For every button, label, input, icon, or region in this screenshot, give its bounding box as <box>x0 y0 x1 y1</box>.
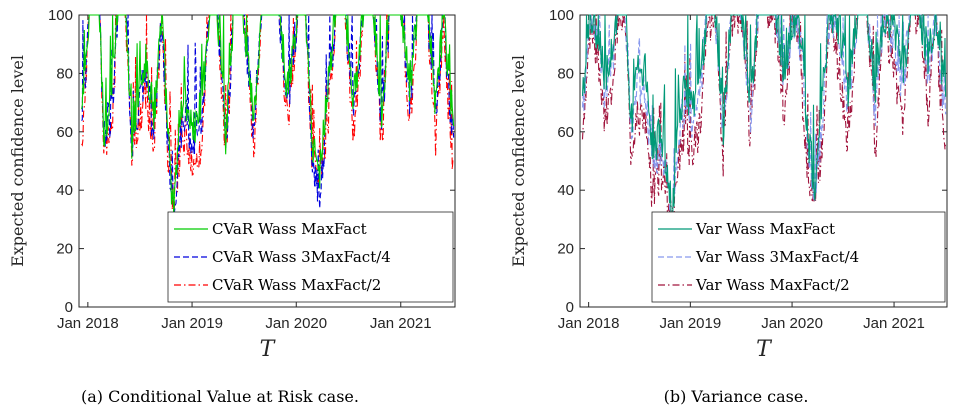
series-group <box>581 14 947 237</box>
x-tick-label: Jan 2018 <box>558 315 620 332</box>
y-tick-label: 100 <box>549 7 574 24</box>
panel-cvar-chart: 0 20 40 60 80 100 Jan 2018 Jan 2019 Jan 2020 Jan … <box>8 7 456 362</box>
legend-label: Var Wass 3MaxFact/4 <box>695 248 859 266</box>
legend-label: Var Wass MaxFact <box>695 220 835 238</box>
y-tick-label: 0 <box>566 299 574 316</box>
x-tick-label: Jan 2021 <box>370 315 432 332</box>
series-line-0 <box>581 14 947 234</box>
series-group <box>81 14 455 220</box>
y-tick-label: 60 <box>56 124 73 141</box>
legend-box <box>167 211 454 303</box>
y-tick-label: 80 <box>557 65 574 82</box>
y-tick-label: 20 <box>56 241 73 258</box>
x-tick-label: Jan 2018 <box>57 315 119 332</box>
legend-label: CVaR Wass MaxFact <box>212 220 367 238</box>
x-tick-label: Jan 2019 <box>161 315 223 332</box>
y-tick-label: 100 <box>48 7 73 24</box>
y-axis-label: Expected confidence level <box>8 55 27 267</box>
x-tick-label: Jan 2019 <box>659 315 721 332</box>
caption-panel-a: (a) Conditional Value at Risk case. <box>81 387 359 406</box>
x-tick-label: Jan 2021 <box>863 315 925 332</box>
legend-label: CVaR Wass 3MaxFact/4 <box>212 248 391 266</box>
series-line-0 <box>81 14 455 219</box>
legend-label: CVaR Wass MaxFact/2 <box>212 276 381 294</box>
y-tick-label: 80 <box>56 65 73 82</box>
y-axis-label: Expected confidence level <box>509 55 528 267</box>
y-tick-label: 40 <box>557 182 574 199</box>
x-axis-label: T <box>756 337 773 362</box>
legend: Var Wass MaxFact Var Wass 3MaxFact/4 Var W… <box>651 211 946 303</box>
legend: CVaR Wass MaxFact CVaR Wass 3MaxFact/4 CVa… <box>167 211 454 303</box>
x-axis-label: T <box>260 337 277 362</box>
y-tick-label: 0 <box>65 299 73 316</box>
legend-box <box>651 211 946 303</box>
caption-panel-b: (b) Variance case. <box>664 387 809 406</box>
legend-label: Var Wass MaxFact/2 <box>695 276 850 294</box>
y-tick-label: 20 <box>557 241 574 258</box>
x-tick-label: Jan 2020 <box>761 315 823 332</box>
x-tick-label: Jan 2020 <box>265 315 327 332</box>
panel-variance-chart: 0 20 40 60 80 100 Jan 2018 Jan 2019 Jan 2020 Jan … <box>509 7 948 362</box>
y-tick-label: 40 <box>56 182 73 199</box>
y-tick-label: 60 <box>557 124 574 141</box>
